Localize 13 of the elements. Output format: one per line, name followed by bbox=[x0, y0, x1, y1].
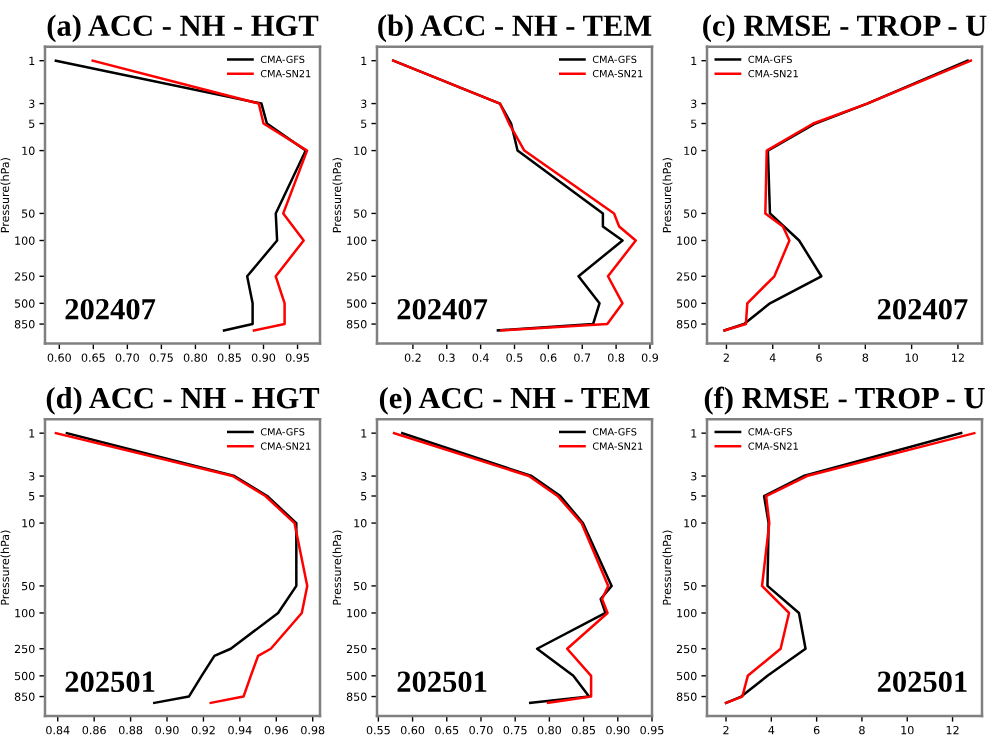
annotation: 202501 bbox=[397, 671, 487, 693]
line-series bbox=[54, 59, 307, 332]
chart-title: (d) ACC - NH - HGT bbox=[46, 386, 320, 415]
annotation: 202407 bbox=[65, 298, 156, 320]
annotation: 202407 bbox=[397, 298, 488, 320]
annotation: 202501 bbox=[65, 671, 155, 693]
chart-title: (b) ACC - NH - TEM bbox=[378, 14, 652, 43]
chart-title: (e) ACC - NH - TEM bbox=[379, 386, 650, 415]
chart-title: (f) RMSE - TROP - U bbox=[704, 386, 985, 415]
annotation: 202407 bbox=[877, 298, 968, 320]
annotation: 202501 bbox=[877, 671, 967, 693]
chart-title: (c) RMSE - TROP - U bbox=[703, 14, 987, 43]
chart-title: (a) ACC - NH - HGT bbox=[47, 14, 319, 43]
